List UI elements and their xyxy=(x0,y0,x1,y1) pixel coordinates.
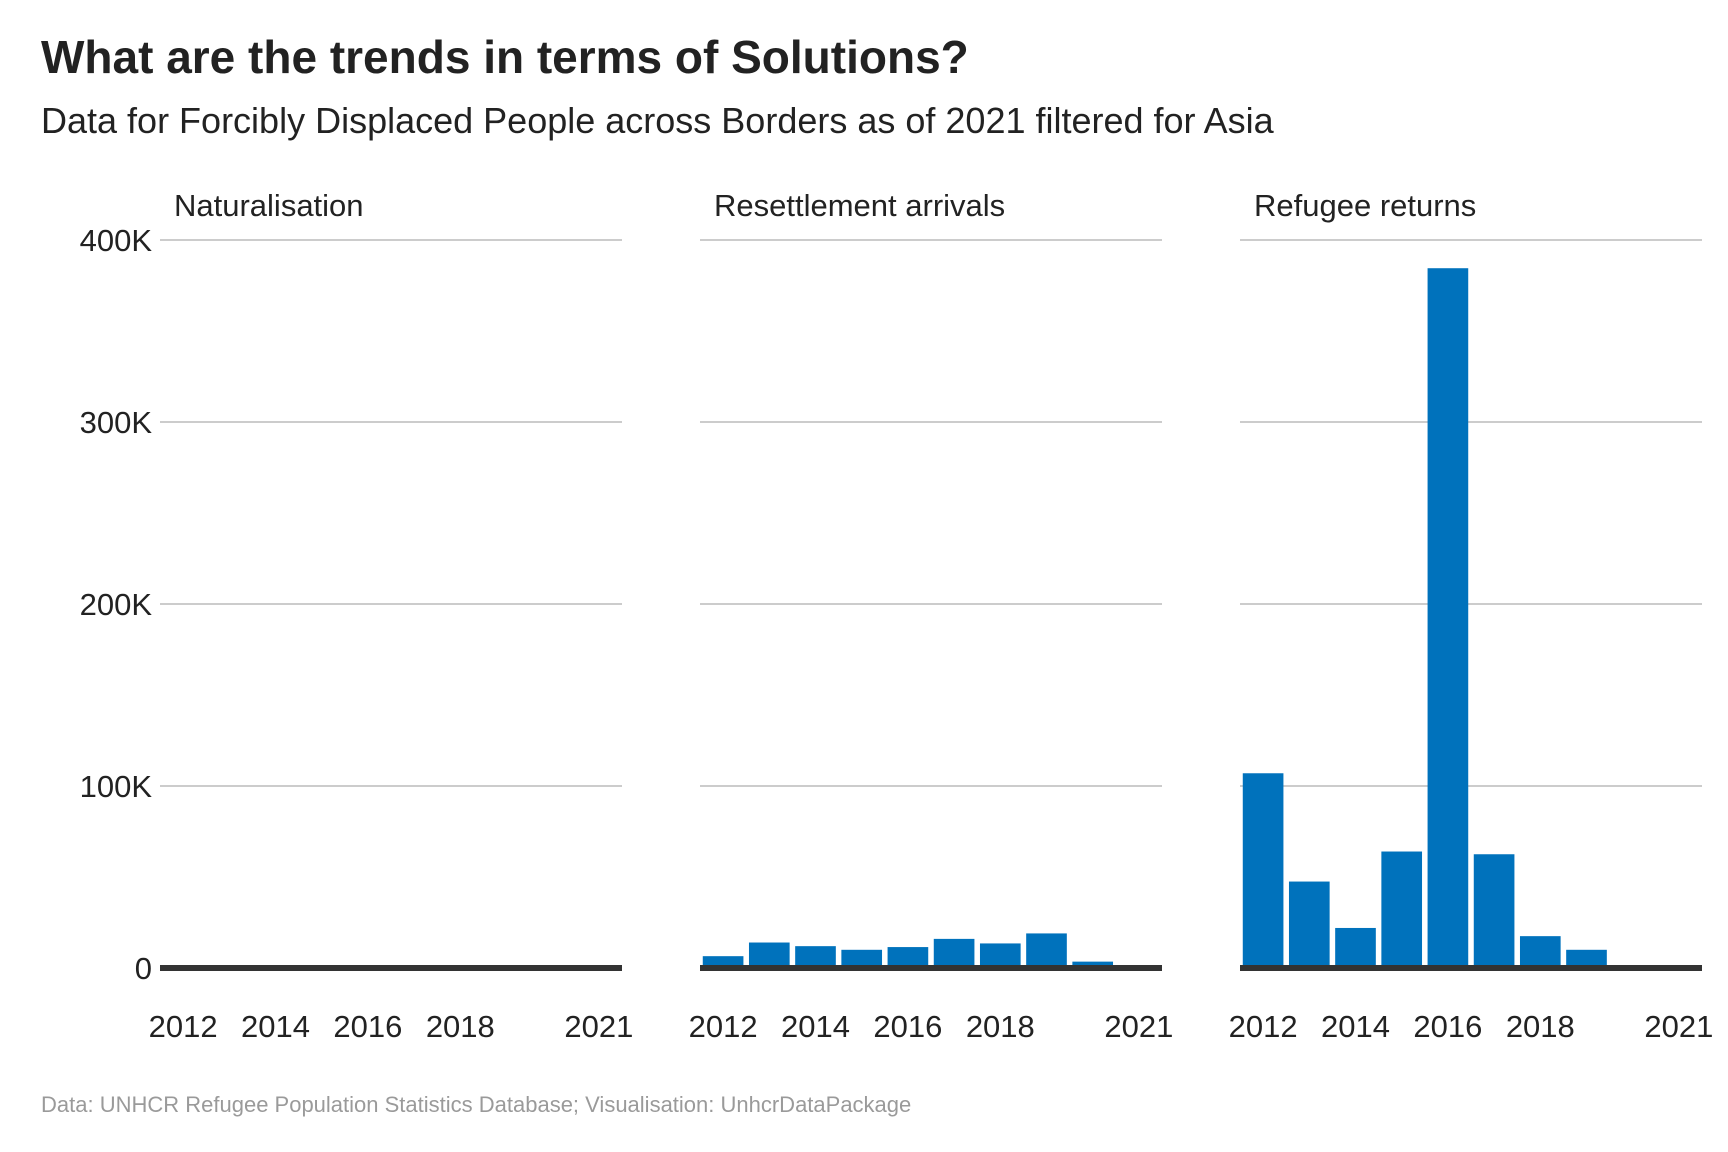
chart-subtitle: Data for Forcibly Displaced People acros… xyxy=(41,100,1274,141)
bar xyxy=(1072,961,1114,968)
chart-caption: Data: UNHCR Refugee Population Statistic… xyxy=(41,1092,912,1117)
chart-title: What are the trends in terms of Solution… xyxy=(41,31,969,83)
y-tick-label: 200K xyxy=(80,587,153,622)
bar xyxy=(748,942,790,968)
y-tick-label: 100K xyxy=(80,769,153,804)
bar xyxy=(1381,851,1423,968)
x-tick-label: 2021 xyxy=(1644,1009,1713,1044)
facet-title: Naturalisation xyxy=(174,188,364,223)
bar xyxy=(795,946,836,968)
y-tick-label: 400K xyxy=(80,223,153,258)
bar xyxy=(1288,881,1330,968)
x-tick-label: 2014 xyxy=(241,1009,310,1044)
x-tick-label: 2016 xyxy=(333,1009,402,1044)
x-tick-label: 2018 xyxy=(426,1009,495,1044)
bar xyxy=(933,938,975,968)
x-tick-label: 2014 xyxy=(781,1009,850,1044)
bar xyxy=(1242,773,1284,968)
y-tick-label: 0 xyxy=(135,951,152,986)
x-tick-label: 2016 xyxy=(1413,1009,1482,1044)
x-tick-label: 2012 xyxy=(689,1009,758,1044)
facet-title: Resettlement arrivals xyxy=(714,188,1005,223)
bar xyxy=(1427,268,1469,969)
bar xyxy=(979,943,1021,968)
x-tick-label: 2021 xyxy=(564,1009,633,1044)
facet-title: Refugee returns xyxy=(1254,188,1476,223)
bar xyxy=(1473,854,1515,968)
x-tick-label: 2016 xyxy=(873,1009,942,1044)
bar xyxy=(702,956,744,968)
bar xyxy=(841,949,883,968)
y-tick-label: 300K xyxy=(80,405,153,440)
x-tick-label: 2018 xyxy=(966,1009,1035,1044)
x-tick-label: 2012 xyxy=(1229,1009,1298,1044)
bar xyxy=(1566,949,1607,968)
bar xyxy=(1519,936,1561,968)
bar xyxy=(1335,927,1376,968)
x-tick-label: 2012 xyxy=(149,1009,218,1044)
x-tick-label: 2014 xyxy=(1321,1009,1390,1044)
x-tick-label: 2021 xyxy=(1104,1009,1173,1044)
x-tick-label: 2018 xyxy=(1506,1009,1575,1044)
bar xyxy=(1026,933,1067,968)
bar xyxy=(887,947,929,968)
